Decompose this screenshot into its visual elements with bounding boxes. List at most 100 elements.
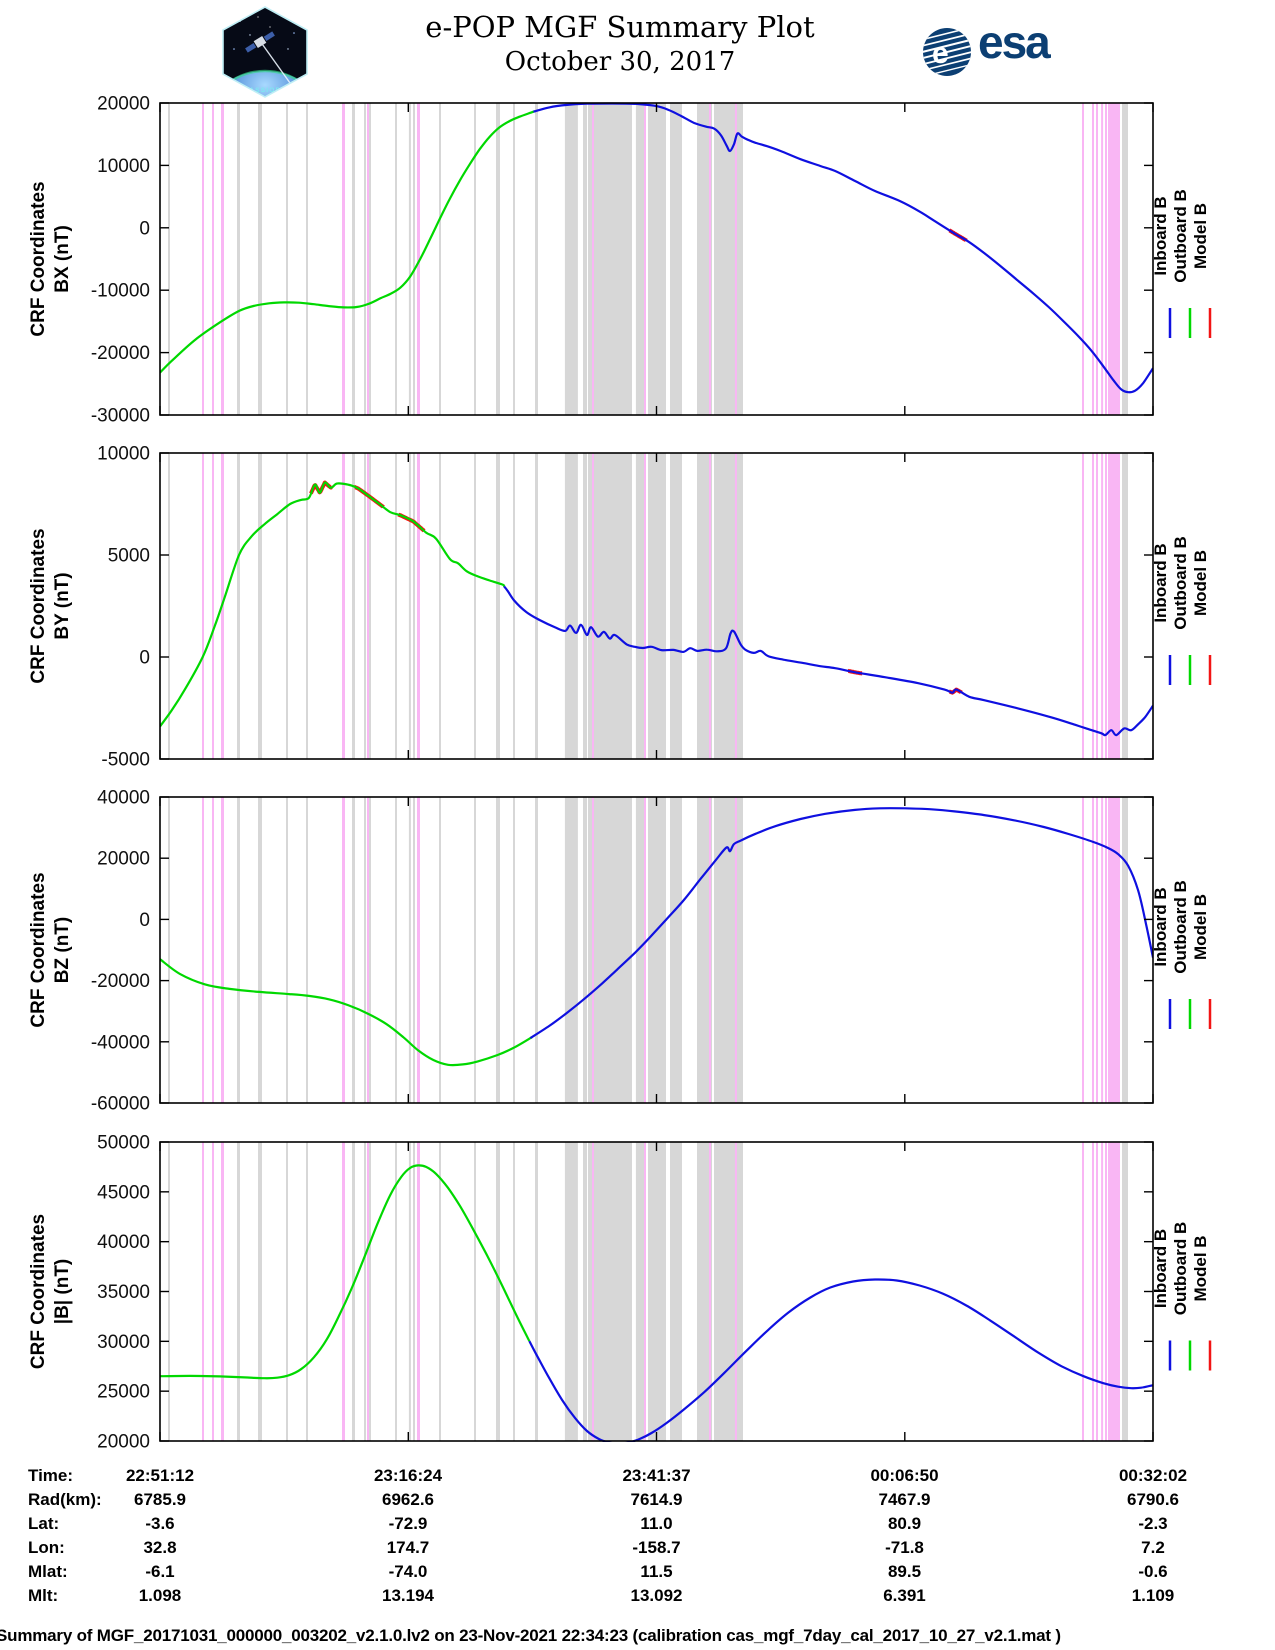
table-row-label: Mlat:	[28, 1562, 68, 1581]
table-cell: -6.1	[145, 1562, 175, 1581]
table-cell: 11.5	[640, 1562, 673, 1581]
y-tick-label: -40000	[91, 1032, 150, 1053]
title-line1: e-POP MGF Summary Plot	[425, 10, 815, 44]
table-cell: 13.092	[630, 1586, 683, 1605]
esa-globe-icon: e	[917, 26, 977, 78]
y-axis-label: BY (nT)	[52, 572, 73, 639]
y-tick-label: 40000	[97, 1232, 150, 1253]
patch-label: CASSIOPE	[243, 87, 286, 94]
table-cell: 7467.9	[878, 1490, 931, 1509]
y-tick-label: 30000	[97, 1332, 150, 1353]
legend-label: Outboard B	[1171, 1222, 1190, 1316]
table-cell: 23:41:37	[622, 1466, 691, 1485]
y-tick-label: 0	[139, 910, 150, 931]
table-cell: 23:16:24	[373, 1466, 443, 1485]
table-cell: 13.194	[382, 1586, 434, 1605]
y-tick-label: -30000	[91, 406, 150, 427]
table-cell: 6790.6	[1127, 1490, 1179, 1509]
y-axis-label: CRF Coordinates	[28, 872, 49, 1027]
y-tick-label: 50000	[97, 1133, 150, 1154]
y-tick-label: 0	[139, 218, 150, 239]
table-cell: 174.7	[386, 1538, 430, 1557]
shade-bands	[168, 1142, 1128, 1441]
svg-text:e: e	[932, 37, 949, 70]
legend-label: Inboard B	[1151, 887, 1170, 966]
table-row-label: Time:	[28, 1466, 74, 1485]
esa-logo: e esa	[917, 16, 1110, 84]
inboard-curve	[503, 585, 1153, 737]
table-cell: 1.098	[138, 1586, 182, 1605]
y-axis-label: BZ (nT)	[52, 917, 73, 983]
shade-bands	[168, 103, 1128, 415]
table-cell: 00:32:02	[1118, 1466, 1188, 1485]
table-cell: 89.5	[887, 1562, 922, 1581]
outboard-curve	[160, 1164, 531, 1380]
legend: Inboard B Outboard B Model B	[1151, 189, 1212, 338]
y-axis-label: CRF Coordinates	[28, 1214, 49, 1369]
y-tick-label: 35000	[97, 1282, 150, 1303]
table-cell: -158.7	[632, 1538, 681, 1557]
legend-label: Inboard B	[1151, 1229, 1170, 1308]
table-row-label: Lon:	[28, 1538, 65, 1557]
shade-bands	[168, 453, 1128, 759]
panel-bz: 40000 20000 0 -20000 -40000 -60000 CRF Coordin…	[28, 788, 1212, 1115]
outboard-curve	[160, 110, 536, 374]
y-tick-label: 45000	[97, 1182, 150, 1203]
satellite-icon	[245, 31, 275, 53]
y-tick-label: 10000	[97, 444, 150, 465]
inboard-curve	[529, 807, 1153, 1040]
y-tick-label: 0	[139, 648, 150, 669]
inboard-curve	[533, 102, 1153, 394]
y-tick-label: -20000	[91, 343, 150, 364]
cassiope-mission-patch: CASSIOPE	[220, 5, 310, 99]
y-tick-label: -20000	[91, 971, 150, 992]
legend-label: Outboard B	[1171, 880, 1190, 974]
table-cell: 00:06:50	[870, 1466, 939, 1485]
y-tick-label: 5000	[108, 546, 150, 567]
y-tick-label: -10000	[91, 281, 150, 302]
table-cell: 6.391	[883, 1586, 926, 1605]
y-axis-label: CRF Coordinates	[28, 528, 49, 683]
legend: Inboard B Outboard B Model B	[1151, 880, 1212, 1029]
y-tick-label: 40000	[97, 788, 150, 809]
table-cell: -3.6	[145, 1514, 175, 1533]
y-tick-label: -5000	[101, 750, 150, 771]
table-row-label: Lat:	[28, 1514, 60, 1533]
legend-label: Model B	[1191, 1235, 1210, 1301]
panel-bx: 20000 10000 0 -10000 -20000 -30000 CRF Coordin…	[28, 94, 1212, 427]
legend-label: Inboard B	[1151, 196, 1170, 275]
legend-label: Model B	[1191, 894, 1210, 960]
legend-label: Model B	[1191, 550, 1210, 616]
legend-label: Inboard B	[1151, 543, 1170, 622]
legend: Inboard B Outboard B Model B	[1151, 1222, 1212, 1371]
table-row-label: Mlt:	[28, 1586, 59, 1605]
y-tick-label: 25000	[97, 1382, 150, 1403]
y-tick-label: 10000	[97, 156, 150, 177]
cassiope-patch-art: CASSIOPE	[222, 6, 308, 98]
outboard-curve	[160, 958, 533, 1067]
y-axis-label: BX (nT)	[52, 225, 73, 293]
footer-summary: Summary of MGF_20171031_000000_003202_v2…	[0, 1626, 1061, 1645]
legend: Inboard B Outboard B Model B	[1151, 536, 1212, 685]
legend-label: Outboard B	[1171, 189, 1190, 283]
table-cell: 22:51:12	[125, 1466, 195, 1485]
page-title: e-POP MGF Summary Plot October 30, 2017	[340, 10, 900, 78]
table-cell: -0.6	[1138, 1562, 1168, 1581]
title-line2: October 30, 2017	[504, 47, 736, 77]
table-cell: 80.9	[887, 1514, 922, 1533]
y-tick-label: 20000	[97, 94, 150, 115]
inboard-curve	[528, 1278, 1153, 1442]
y-tick-label: 20000	[97, 849, 150, 870]
satellite-boom	[259, 40, 291, 84]
table-cell: -71.8	[885, 1538, 924, 1557]
table-cell: 7614.9	[630, 1490, 683, 1509]
y-axis-label: |B| (nT)	[52, 1259, 73, 1325]
outboard-curve	[160, 481, 506, 728]
table-cell: 7.2	[1141, 1538, 1165, 1557]
table-cell: 32.8	[143, 1538, 177, 1557]
table-cell: 11.0	[640, 1514, 673, 1533]
table-cell: 6785.9	[134, 1490, 186, 1509]
panel-by: 10000 5000 0 -5000 CRF Coordinates BY (nT) Inb…	[28, 444, 1212, 771]
